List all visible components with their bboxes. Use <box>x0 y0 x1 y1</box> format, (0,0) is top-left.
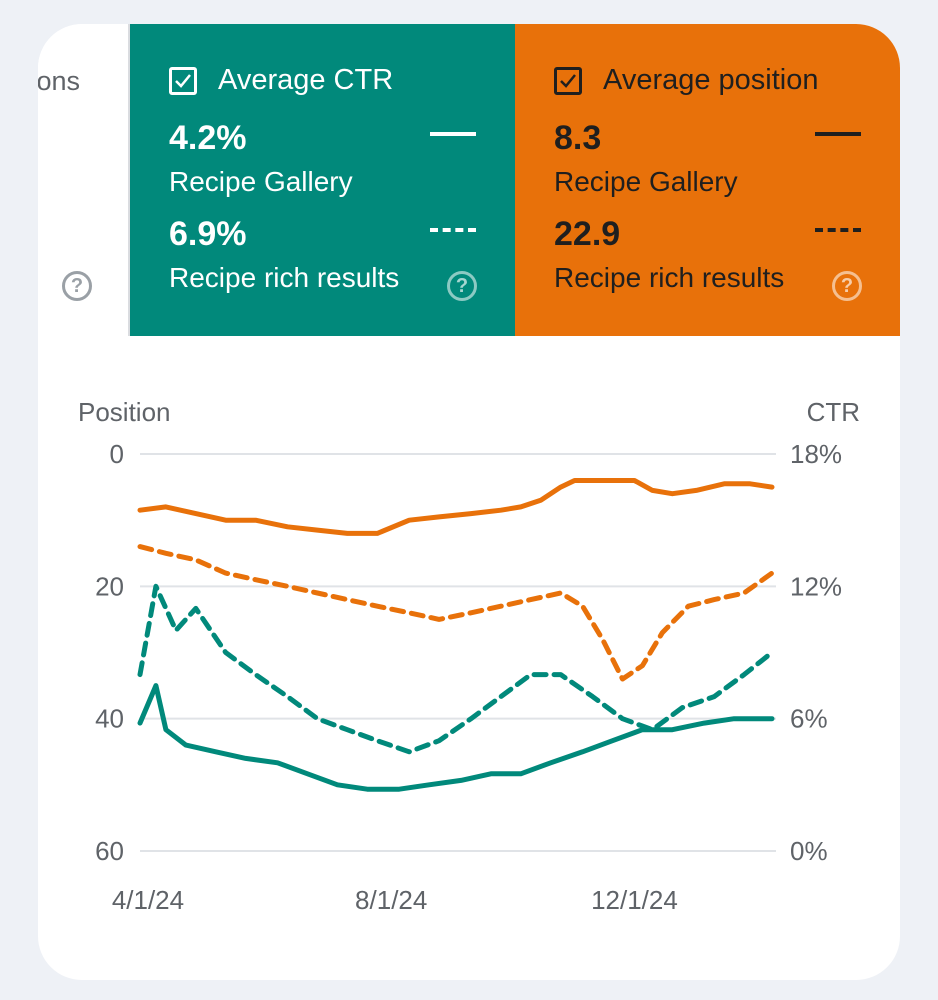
metric-name: Recipe rich results <box>554 262 785 293</box>
metric-value: 8.3 <box>554 119 602 157</box>
x-tick-label: 4/1/24 <box>112 885 184 915</box>
metric-value: 4.2% <box>169 119 247 157</box>
x-tick-label: 12/1/24 <box>591 885 678 915</box>
left-tick-label: 60 <box>95 836 124 866</box>
right-axis-label: CTR <box>807 397 860 427</box>
right-tick-label: 12% <box>790 571 842 601</box>
right-tick-label: 0% <box>790 836 828 866</box>
tile-title: Average CTR <box>218 64 394 96</box>
performance-chart: 0 18% 20 12% 40 6% 60 0% Position CTR 4/1/24 8/1/24… <box>78 397 860 915</box>
checkbox-icon[interactable] <box>554 67 582 95</box>
performance-card: ons ? Average CTR 4.2% Recipe Gallery 6.… <box>38 24 900 980</box>
solid-line-legend-icon <box>815 132 861 136</box>
left-tick-label: 20 <box>95 571 124 601</box>
help-icon[interactable]: ? <box>832 271 862 301</box>
series-line <box>137 683 775 792</box>
metric-tiles: ons ? Average CTR 4.2% Recipe Gallery 6.… <box>38 24 900 336</box>
left-axis-label: Position <box>78 397 171 427</box>
tile-previous-metric[interactable]: ons ? <box>38 24 130 336</box>
metric-value: 6.9% <box>169 215 247 253</box>
series-line <box>137 478 775 536</box>
dashed-line-legend-icon <box>815 228 861 232</box>
series-line <box>137 583 775 755</box>
x-tick-label: 8/1/24 <box>355 885 427 915</box>
help-icon[interactable]: ? <box>62 271 92 301</box>
checkbox-icon[interactable] <box>169 67 197 95</box>
metric-name: Recipe Gallery <box>554 166 738 197</box>
left-tick-label: 40 <box>95 704 124 734</box>
tile-previous-label: ons <box>38 66 80 96</box>
metric-value: 22.9 <box>554 215 621 253</box>
tile-title: Average position <box>603 64 819 96</box>
metric-name: Recipe Gallery <box>169 166 353 197</box>
tile-average-position[interactable]: Average position 8.3 Recipe Gallery 22.9… <box>515 24 900 336</box>
help-icon[interactable]: ? <box>447 271 477 301</box>
right-tick-label: 6% <box>790 704 828 734</box>
solid-line-legend-icon <box>430 132 476 136</box>
right-tick-label: 18% <box>790 439 842 469</box>
tile-average-ctr[interactable]: Average CTR 4.2% Recipe Gallery 6.9% Rec… <box>130 24 515 336</box>
left-tick-label: 0 <box>110 439 124 469</box>
series-line <box>137 544 775 682</box>
metric-name: Recipe rich results <box>169 262 400 293</box>
dashed-line-legend-icon <box>430 228 476 232</box>
